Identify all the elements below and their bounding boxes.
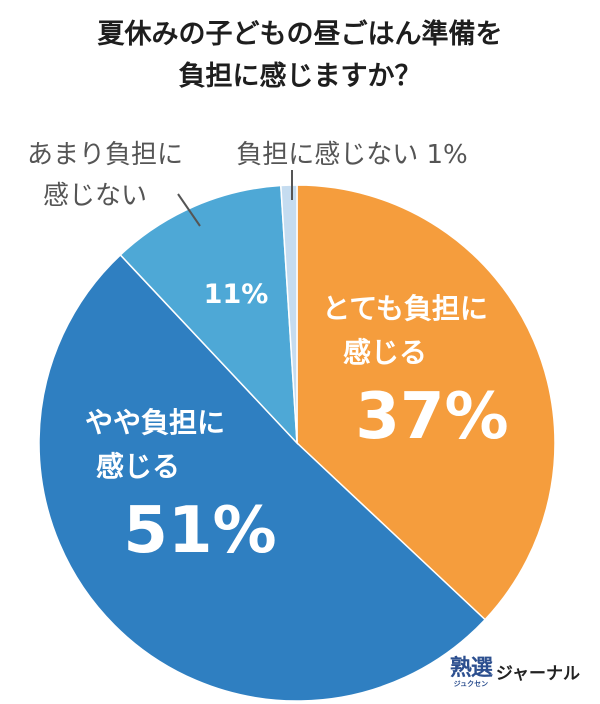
logo-mark: 熟選 ジュクセン xyxy=(449,656,493,688)
ext-label-not-very-burdened-line2: 感じない xyxy=(43,181,147,211)
slice-label-very-burdened-line2: 感じる xyxy=(343,336,427,369)
slice-value-somewhat-burdened: 51% xyxy=(123,494,276,568)
slice-value-not-very-burdened: 11% xyxy=(204,279,269,310)
slice-label-very-burdened-line1: とても負担に xyxy=(322,292,488,325)
slice-value-very-burdened: 37% xyxy=(355,380,508,454)
brand-logo: 熟選 ジュクセン ジャーナル xyxy=(450,658,580,688)
title-line-2: 負担に感じますか？ xyxy=(178,61,422,92)
slice-not-very-burdened xyxy=(119,184,298,446)
slice-label-somewhat-burdened-line2: 感じる xyxy=(96,450,180,483)
logo-journal-text: ジャーナル xyxy=(495,664,580,684)
ext-label-not-very-burdened-line1: あまり負担に xyxy=(27,140,183,170)
slice-somewhat-burdened xyxy=(38,253,487,702)
slice-label-somewhat-burdened-line1: やや負担に xyxy=(85,406,225,439)
slice-not-burdened xyxy=(280,184,298,444)
leader-line-not-very-burdened xyxy=(177,193,201,227)
logo-main-text: 熟選 xyxy=(449,656,493,681)
chart-title: 夏休みの子どもの昼ごはん準備を 負担に感じますか？ xyxy=(0,14,600,98)
title-line-1: 夏休みの子どもの昼ごはん準備を xyxy=(97,19,503,50)
pie-slices xyxy=(38,184,556,702)
ext-label-not-burdened: 負担に感じない 1% xyxy=(236,140,468,170)
slice-very-burdened xyxy=(296,184,556,621)
logo-sub-text: ジュクセン xyxy=(453,680,489,688)
